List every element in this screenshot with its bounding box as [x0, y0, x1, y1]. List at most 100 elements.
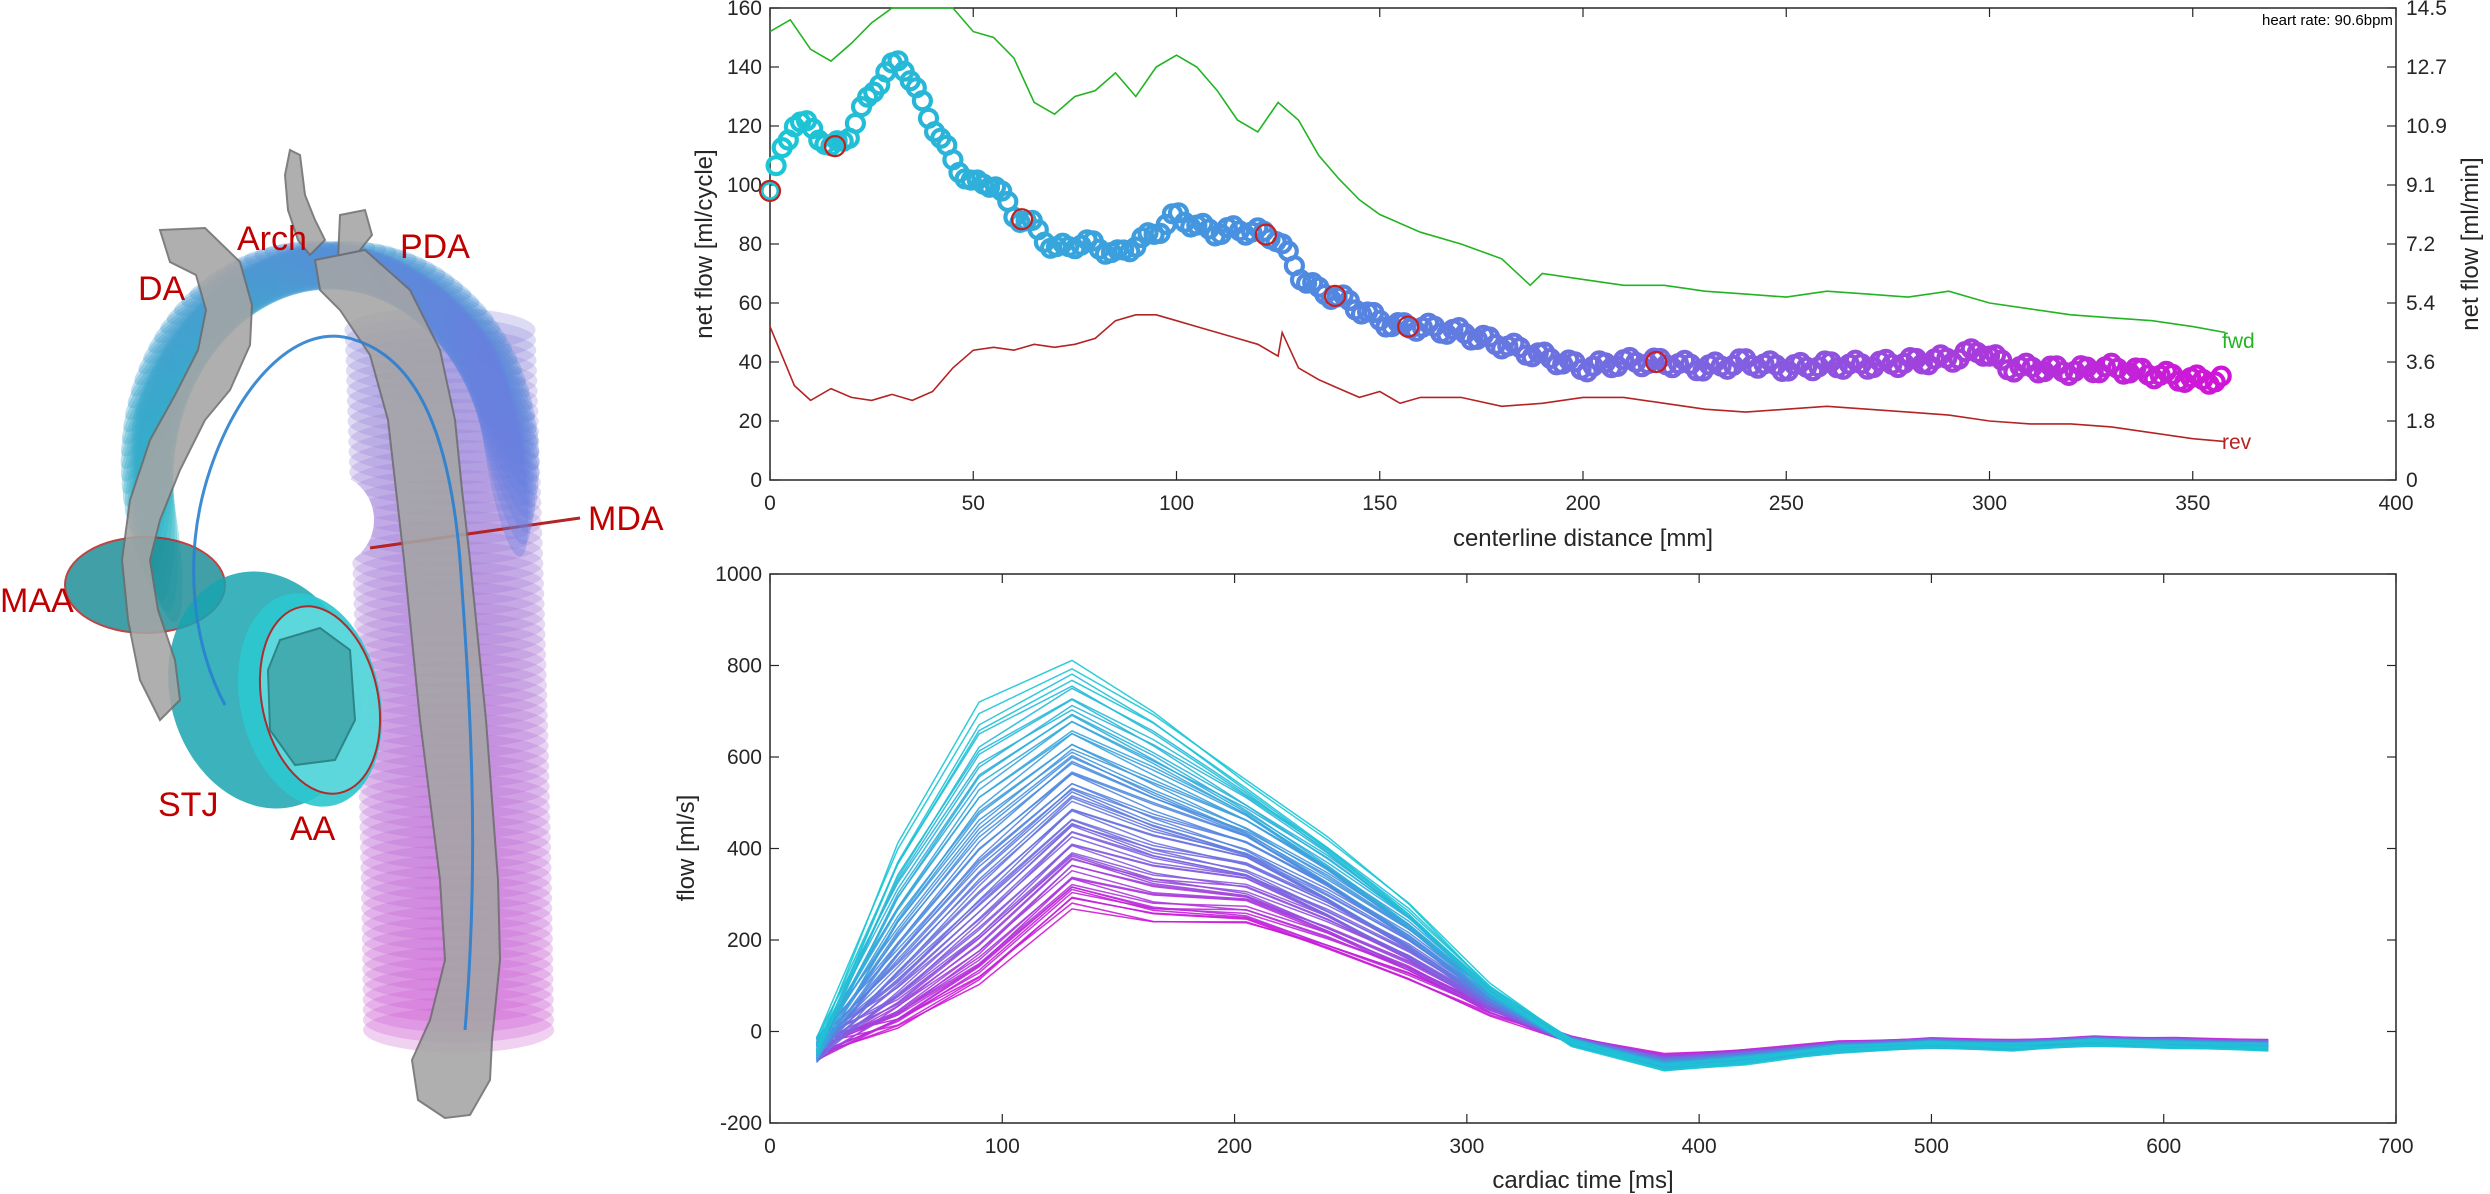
flow-curve — [815, 667, 2269, 1072]
top-y2-label: net flow [ml/min] — [2457, 157, 2484, 330]
top-plot-frame — [769, 7, 2397, 481]
arch-ring — [464, 318, 533, 533]
segment-markers — [758, 135, 1668, 374]
top-y2-tick-label: 12.7 — [2406, 56, 2447, 79]
bottom-y-tick-label: 600 — [727, 746, 762, 769]
label-maa: MAA — [0, 582, 74, 620]
label-da: DA — [138, 270, 186, 308]
bottom-x-tick-label: 300 — [1449, 1135, 1484, 1158]
bottom-x-tick-label: 500 — [1914, 1135, 1949, 1158]
arch-ring — [449, 301, 537, 508]
top-y2-tick-label: 3.6 — [2406, 351, 2435, 374]
rev-label: rev — [2222, 431, 2252, 454]
bottom-x-tick-label: 100 — [985, 1135, 1020, 1158]
net-flow-point — [765, 155, 787, 177]
segment-marker — [1645, 350, 1668, 374]
bottom-y-tick-label: 1000 — [715, 563, 762, 586]
arch-ring — [471, 328, 531, 545]
top-y2-tick-label: 9.1 — [2406, 174, 2435, 197]
bottom-y-tick-label: 800 — [727, 655, 762, 678]
top-y-tick-label: 60 — [739, 292, 762, 315]
rev-series-line — [769, 314, 2226, 443]
flow-curve — [815, 659, 2269, 1071]
top-y2-tick-label: 14.5 — [2406, 0, 2447, 20]
ascending-aorta — [168, 571, 383, 809]
top-y-tick-label: 100 — [727, 174, 762, 197]
bottom-x-tick-label: 400 — [1682, 1135, 1717, 1158]
fwd-series-line — [769, 7, 2226, 334]
top-x-tick-label: 0 — [764, 492, 776, 515]
top-y-tick-label: 20 — [739, 410, 762, 433]
top-x-tick-label: 100 — [1159, 492, 1194, 515]
segment-marker — [1397, 315, 1420, 338]
fwd-label: fwd — [2222, 330, 2255, 353]
bottom-x-tick-label: 700 — [2378, 1135, 2413, 1158]
top-y2-tick-label: 10.9 — [2406, 115, 2447, 138]
segment-marker — [1010, 208, 1034, 231]
bottom-x-axis: 0 100 200 300 400 500 600 700 — [764, 574, 2414, 1158]
top-x-tick-label: 250 — [1769, 492, 1804, 515]
arch-ring — [372, 252, 533, 410]
arch-ring — [457, 309, 536, 521]
voxel-vessel — [120, 148, 502, 1120]
segment-marker — [1254, 223, 1278, 246]
aorta-3d-rendering: Arch PDA DA MDA MAA STJ AA — [0, 148, 664, 1120]
bottom-x-tick-label: 600 — [2146, 1135, 2181, 1158]
net-flow-point — [759, 180, 781, 202]
arch-inner-gap — [286, 474, 374, 566]
top-y2-tick-label: 5.4 — [2406, 292, 2436, 315]
bottom-y-tick-label: -200 — [720, 1112, 762, 1135]
arch-ring — [432, 285, 539, 483]
top-y-tick-label: 80 — [739, 233, 762, 256]
segment-marker — [758, 179, 782, 202]
bottom-x-tick-label: 200 — [1217, 1135, 1252, 1158]
top-y-tick-label: 40 — [739, 351, 762, 374]
arch-ring — [413, 272, 539, 458]
bottom-y-tick-label: 400 — [727, 838, 762, 861]
top-x-axis: 0 50 100 150 200 250 300 350 400 — [764, 8, 2414, 515]
top-x-tick-label: 400 — [2378, 492, 2413, 515]
bottom-y-label: flow [ml/s] — [673, 795, 700, 902]
arch-ring — [422, 278, 540, 471]
arch-ring — [477, 338, 529, 557]
label-arch: Arch — [237, 220, 307, 258]
top-y-tick-label: 120 — [727, 115, 762, 138]
segment-marker — [823, 135, 847, 158]
flow-waveform-chart: 0 100 200 300 400 500 600 700 -2000200400600800… — [673, 563, 2414, 1194]
heart-rate-label: heart rate: 90.6bpm — [2262, 12, 2393, 29]
label-pda: PDA — [400, 228, 470, 266]
top-y-label: net flow [ml/cycle] — [691, 149, 718, 338]
top-y2-axis: 0 1.8 3.6 5.4 7.2 9.1 10.9 12.7 14.5 — [2387, 0, 2447, 492]
top-y2-tick-label: 0 — [2406, 469, 2418, 492]
arch-ring — [440, 293, 539, 496]
segment-marker — [1323, 284, 1347, 307]
top-x-tick-label: 200 — [1565, 492, 1600, 515]
label-mda: MDA — [588, 500, 664, 538]
arch-ring — [393, 260, 537, 434]
label-stj: STJ — [158, 786, 218, 824]
bottom-y-tick-label: 200 — [727, 929, 762, 952]
arch-ring — [403, 266, 539, 446]
top-x-tick-label: 50 — [962, 492, 985, 515]
top-y-tick-label: 160 — [727, 0, 762, 20]
top-y2-tick-label: 1.8 — [2406, 410, 2435, 433]
top-x-tick-label: 300 — [1972, 492, 2007, 515]
bottom-y-axis: -200 0 200 400 600 800 1000 — [715, 563, 2396, 1135]
bottom-x-label: cardiac time [ms] — [1492, 1167, 1673, 1194]
label-aa: AA — [290, 810, 336, 848]
net-flow-point — [887, 50, 909, 72]
net-flow-point — [2210, 365, 2232, 387]
top-x-tick-label: 150 — [1362, 492, 1397, 515]
net-flow-markers — [759, 50, 2232, 395]
flow-curves — [815, 659, 2269, 1072]
bottom-x-tick-label: 0 — [764, 1135, 776, 1158]
centerline-path — [192, 334, 475, 1031]
top-x-label: centerline distance [mm] — [1453, 525, 1713, 552]
arch-ring — [382, 256, 535, 422]
bottom-y-tick-label: 0 — [750, 1021, 762, 1044]
net-flow-chart: 0 50 100 150 200 250 300 350 400 0 20 40 60 80 100 120… — [691, 0, 2484, 552]
net-flow-point — [911, 90, 934, 112]
top-y-tick-label: 140 — [727, 56, 762, 79]
